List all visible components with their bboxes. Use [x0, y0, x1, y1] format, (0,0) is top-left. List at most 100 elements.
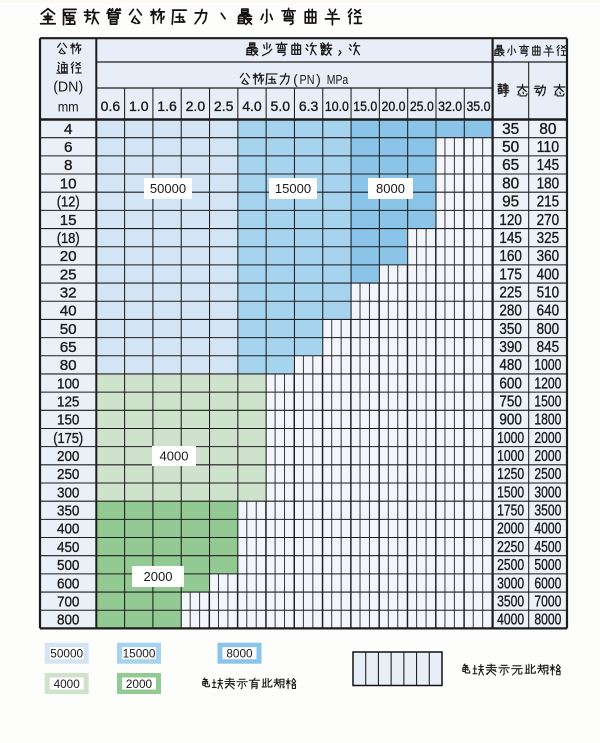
svg-text:15.0: 15.0 — [353, 99, 377, 114]
svg-text:4000: 4000 — [54, 677, 81, 691]
svg-text:300: 300 — [57, 484, 80, 501]
svg-text:480: 480 — [499, 357, 522, 374]
svg-text:250: 250 — [57, 466, 80, 483]
svg-text:32.0: 32.0 — [438, 99, 462, 114]
svg-text:7000: 7000 — [534, 593, 561, 610]
svg-text:32: 32 — [60, 284, 77, 301]
svg-text:2500: 2500 — [534, 466, 561, 483]
svg-text:280: 280 — [499, 303, 522, 320]
svg-text:110: 110 — [537, 139, 560, 156]
svg-text:8: 8 — [64, 157, 72, 174]
svg-text:(12): (12) — [57, 194, 80, 211]
svg-text:2000: 2000 — [126, 677, 153, 691]
svg-text:4000: 4000 — [534, 521, 561, 538]
svg-text:510: 510 — [537, 284, 560, 301]
svg-text:225: 225 — [499, 284, 522, 301]
svg-text:120: 120 — [499, 212, 522, 229]
svg-text:200: 200 — [57, 448, 80, 465]
svg-text:15000: 15000 — [275, 181, 311, 196]
svg-text:1800: 1800 — [534, 412, 561, 429]
svg-text:6: 6 — [64, 139, 72, 156]
svg-text:2250: 2250 — [497, 539, 524, 556]
svg-text:8000: 8000 — [376, 181, 405, 196]
svg-text:1750: 1750 — [497, 503, 524, 520]
svg-text:80: 80 — [539, 121, 556, 138]
svg-text:100: 100 — [57, 375, 80, 392]
svg-text:80: 80 — [502, 175, 519, 192]
svg-text:8000: 8000 — [226, 647, 253, 661]
svg-text:20.0: 20.0 — [382, 99, 406, 114]
svg-text:4000: 4000 — [160, 449, 189, 464]
svg-text:175: 175 — [499, 266, 522, 283]
svg-text:5000: 5000 — [534, 557, 561, 574]
svg-text:145: 145 — [537, 157, 560, 174]
svg-text:325: 325 — [537, 230, 560, 247]
svg-text:900: 900 — [499, 412, 522, 429]
svg-text:mm: mm — [58, 99, 79, 115]
svg-text:50000: 50000 — [150, 181, 186, 196]
svg-text:8000: 8000 — [534, 612, 561, 629]
svg-text:MPa: MPa — [327, 72, 349, 87]
svg-text:4500: 4500 — [534, 539, 561, 556]
svg-text:360: 360 — [537, 248, 560, 265]
svg-text:1000: 1000 — [534, 357, 561, 374]
svg-text:390: 390 — [499, 339, 522, 356]
svg-text:25: 25 — [60, 266, 77, 283]
svg-text:): ) — [316, 71, 321, 87]
svg-text:1.0: 1.0 — [129, 99, 149, 114]
svg-text:150: 150 — [57, 412, 80, 429]
svg-text:(DN): (DN) — [53, 80, 83, 96]
svg-text:35.0: 35.0 — [466, 99, 490, 114]
svg-text:160: 160 — [499, 248, 522, 265]
svg-text:1200: 1200 — [534, 375, 561, 392]
svg-text:3000: 3000 — [534, 484, 561, 501]
svg-text:845: 845 — [537, 339, 560, 356]
svg-text:35: 35 — [502, 121, 519, 138]
svg-text:(: ( — [293, 71, 298, 87]
svg-text:(175): (175) — [53, 430, 83, 447]
svg-text:500: 500 — [57, 557, 80, 574]
svg-text:800: 800 — [57, 612, 80, 629]
svg-text:600: 600 — [499, 375, 522, 392]
svg-text:1250: 1250 — [497, 466, 524, 483]
svg-text:65: 65 — [60, 339, 77, 356]
svg-text:4000: 4000 — [497, 612, 524, 629]
svg-text:10.0: 10.0 — [325, 99, 349, 114]
svg-text:350: 350 — [57, 503, 80, 520]
svg-text:2000: 2000 — [144, 569, 173, 584]
svg-text:450: 450 — [57, 539, 80, 556]
svg-text:6.3: 6.3 — [299, 99, 319, 114]
svg-text:80: 80 — [60, 357, 77, 374]
svg-text:640: 640 — [537, 303, 560, 320]
svg-text:125: 125 — [57, 394, 80, 411]
svg-text:15000: 15000 — [123, 647, 156, 661]
svg-text:2.0: 2.0 — [186, 99, 206, 114]
svg-text:1000: 1000 — [497, 430, 524, 447]
svg-text:180: 180 — [537, 175, 560, 192]
svg-text:4: 4 — [64, 121, 72, 138]
svg-text:5.0: 5.0 — [271, 99, 291, 114]
svg-text:2.5: 2.5 — [214, 99, 234, 114]
svg-text:600: 600 — [57, 575, 80, 592]
svg-text:25.0: 25.0 — [410, 99, 434, 114]
svg-text:700: 700 — [57, 593, 80, 610]
svg-text:65: 65 — [502, 157, 519, 174]
svg-text:4.0: 4.0 — [242, 99, 262, 114]
svg-text:(18): (18) — [57, 230, 80, 247]
svg-text:215: 215 — [537, 194, 560, 211]
svg-text:800: 800 — [537, 321, 560, 338]
svg-text:400: 400 — [537, 266, 560, 283]
svg-text:350: 350 — [499, 321, 522, 338]
svg-text:95: 95 — [502, 194, 519, 211]
svg-text:270: 270 — [537, 212, 560, 229]
svg-text:2000: 2000 — [497, 521, 524, 538]
svg-text:50: 50 — [60, 321, 77, 338]
svg-text:40: 40 — [60, 303, 77, 320]
svg-text:6000: 6000 — [534, 575, 561, 592]
svg-text:1500: 1500 — [497, 484, 524, 501]
svg-text:1500: 1500 — [534, 394, 561, 411]
svg-text:1.6: 1.6 — [157, 99, 177, 114]
svg-text:50: 50 — [502, 139, 519, 156]
svg-text:10: 10 — [60, 175, 77, 192]
svg-text:1000: 1000 — [497, 448, 524, 465]
